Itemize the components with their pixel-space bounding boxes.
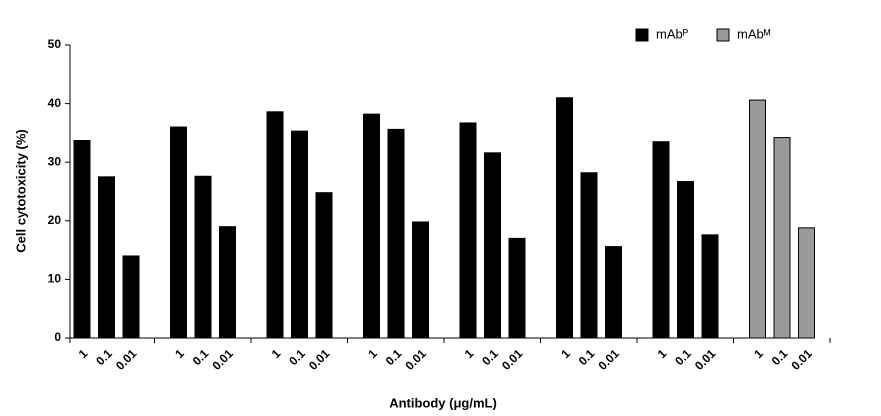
x-tick-label: 0.1 <box>286 346 308 368</box>
y-tick-label: 20 <box>48 213 62 227</box>
x-tick-label: 0.01 <box>209 346 236 373</box>
x-tick-label: 0.01 <box>692 346 719 373</box>
bar <box>194 175 212 339</box>
bar <box>652 141 670 339</box>
x-axis-title: Antibody (μg/mL) <box>389 395 497 410</box>
bar <box>605 246 622 339</box>
y-tick-label: 50 <box>48 37 62 51</box>
bar <box>677 181 694 339</box>
x-tick-label: 1 <box>269 346 284 361</box>
bar <box>773 137 791 339</box>
x-tick-label: 0.01 <box>499 346 526 373</box>
x-tick-label: 0.1 <box>672 346 694 368</box>
x-tick-label: 0.01 <box>402 346 429 373</box>
y-tick-label: 30 <box>48 154 62 168</box>
legend-label: mAbᴹ <box>737 26 771 41</box>
bar <box>266 111 284 339</box>
bar <box>749 99 766 339</box>
legend-label: mAbᴾ <box>656 26 689 41</box>
bar <box>219 226 236 339</box>
bar <box>556 97 573 339</box>
legend-swatch <box>635 28 649 42</box>
x-tick-label: 0.01 <box>595 346 622 373</box>
legend-swatch <box>716 28 730 42</box>
x-tick-label: 0.1 <box>383 346 405 368</box>
x-tick-label: 1 <box>462 346 477 361</box>
bar <box>315 192 333 339</box>
x-tick-label: 0.1 <box>769 346 791 368</box>
x-tick-label: 1 <box>558 346 573 361</box>
x-tick-label: 1 <box>751 346 766 361</box>
bar <box>363 113 380 339</box>
bar <box>508 237 526 339</box>
bar <box>73 140 91 339</box>
y-tick-label: 10 <box>48 272 62 286</box>
x-tick-label: 0.01 <box>306 346 333 373</box>
y-tick-label: 0 <box>54 330 61 344</box>
bar <box>580 172 598 339</box>
bar <box>484 152 501 339</box>
x-tick-label: 1 <box>365 346 380 361</box>
x-tick-label: 1 <box>172 346 187 361</box>
x-tick-label: 1 <box>76 346 91 361</box>
x-tick-label: 1 <box>655 346 670 361</box>
bar <box>387 128 405 339</box>
x-tick-label: 0.01 <box>788 346 815 373</box>
x-tick-label: 0.1 <box>190 346 212 368</box>
bar <box>798 227 815 339</box>
bar <box>459 122 477 339</box>
bar <box>291 130 308 339</box>
x-tick-label: 0.01 <box>113 346 140 373</box>
x-tick-label: 0.1 <box>576 346 598 368</box>
x-tick-label: 0.1 <box>479 346 501 368</box>
bar <box>701 234 719 339</box>
bar <box>98 176 115 339</box>
bar <box>170 126 187 339</box>
y-tick-label: 40 <box>48 96 62 110</box>
y-axis-title: Cell cytotoxicity (%) <box>13 129 28 253</box>
bar <box>122 255 140 339</box>
x-tick-label: 0.1 <box>93 346 115 368</box>
bar <box>412 221 429 339</box>
